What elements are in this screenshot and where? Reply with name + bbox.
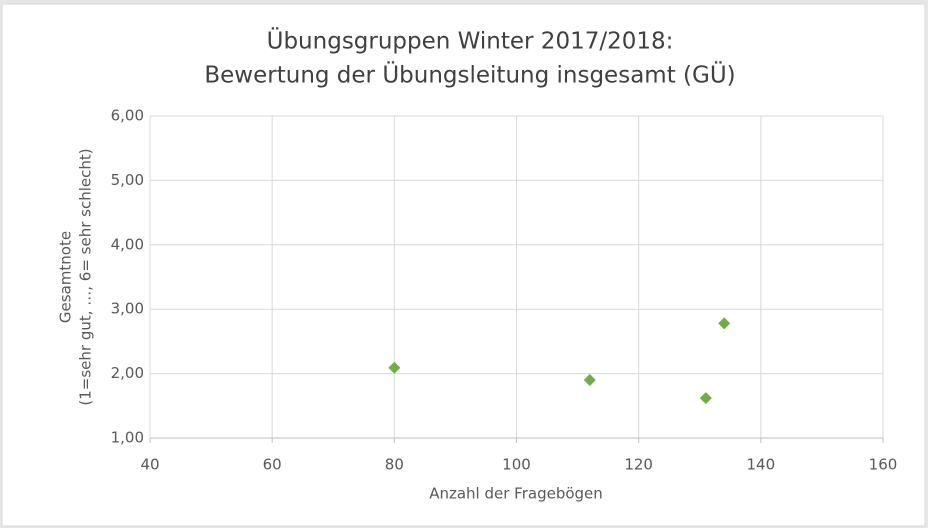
y-tick-label: 4,00	[111, 235, 144, 253]
x-tick-label: 120	[624, 456, 653, 474]
point	[699, 392, 712, 405]
chart-area	[1, 3, 926, 527]
x-tick-label: 40	[140, 456, 159, 474]
chart-title: Bewertung der Übungsleitung insgesamt (G…	[204, 61, 735, 89]
x-tick-label: 140	[747, 456, 776, 474]
x-tick-label: 100	[502, 456, 531, 474]
chart-title: Übungsgruppen Winter 2017/2018:	[267, 27, 674, 55]
point	[718, 317, 731, 330]
point	[388, 361, 401, 374]
y-tick-label: 6,00	[111, 107, 144, 125]
y-tick-label: 5,00	[111, 171, 144, 189]
point	[583, 374, 596, 387]
x-tick-label: 60	[263, 456, 282, 474]
y-axis-label: (1=sehr gut, …, 6= sehr schlecht)	[77, 148, 95, 405]
y-tick-label: 1,00	[111, 429, 144, 447]
y-tick-label: 2,00	[111, 364, 144, 382]
x-axis-label: Anzahl der Fragebögen	[429, 485, 603, 503]
x-tick-label: 160	[869, 456, 898, 474]
x-tick-label: 80	[385, 456, 404, 474]
y-tick-label: 3,00	[111, 300, 144, 318]
y-axis-label: Gesamtnote	[57, 231, 75, 323]
